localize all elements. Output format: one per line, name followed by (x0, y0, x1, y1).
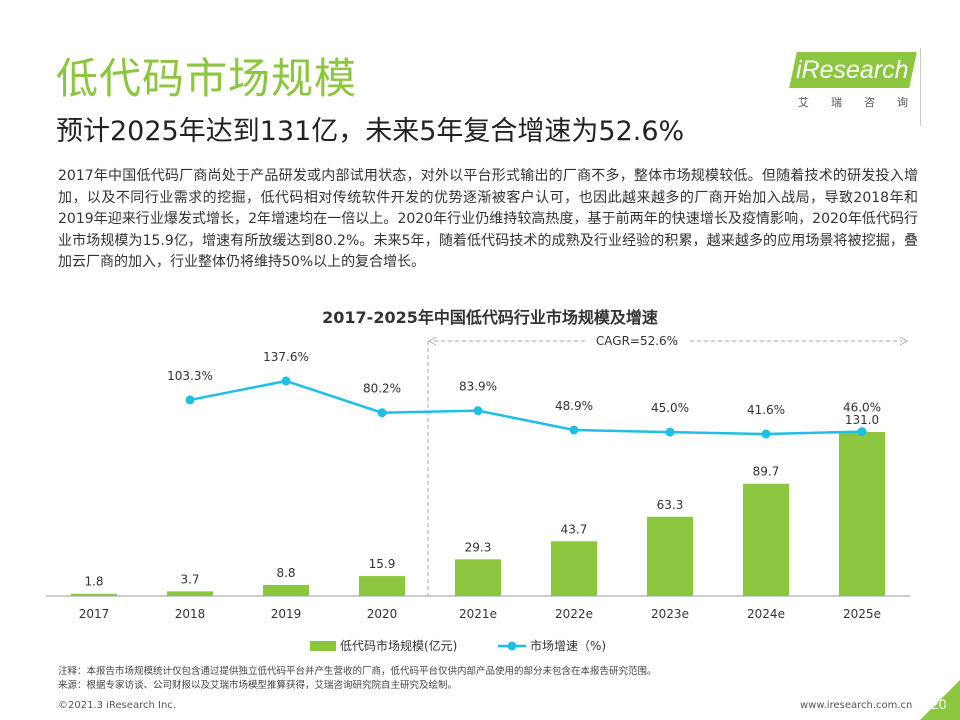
growth-point-2025e (857, 427, 867, 437)
bar-2025e (839, 432, 885, 596)
x-tick-2024e: 2024e (747, 607, 785, 621)
growth-point-2018 (185, 395, 195, 405)
bar-label-2017: 1.8 (84, 575, 103, 589)
chart-title: 2017-2025年中国低代码行业市场规模及增速 (322, 308, 658, 327)
growth-label-2024e: 41.6% (747, 403, 785, 417)
bar-2024e (743, 483, 789, 596)
logo: iResearch (796, 56, 909, 84)
divider (920, 48, 921, 126)
growth-label-2020: 80.2% (363, 382, 401, 396)
growth-label-2021e: 83.9% (459, 380, 497, 394)
growth-point-2020 (377, 408, 387, 418)
growth-label-2023e: 45.0% (651, 401, 689, 415)
footnotes: 注释：本报告市场规模统计仅包含通过提供独立低代码平台并产生营收的厂商，低代码平台… (58, 665, 657, 693)
x-tick-2021e: 2021e (459, 607, 497, 621)
growth-point-2023e (665, 427, 675, 437)
bar-2022e (551, 541, 597, 596)
bar-label-2020: 15.9 (369, 557, 396, 571)
logo-subtitle: 艾瑞咨询 (798, 96, 930, 109)
cagr-label: CAGR=52.6% (596, 334, 678, 348)
x-tick-2018: 2018 (175, 607, 206, 621)
growth-point-2022e (569, 425, 579, 435)
bar-label-2023e: 63.3 (657, 498, 684, 512)
growth-label-2025e: 46.0% (843, 401, 881, 415)
page-subtitle: 预计2025年达到131亿，未来5年复合增速为52.6% (56, 116, 685, 147)
x-tick-2019: 2019 (271, 607, 302, 621)
bar-2018 (167, 591, 213, 596)
growth-label-2018: 103.3% (167, 369, 213, 383)
legend-line-label: 市场增速（%) (530, 638, 606, 653)
bar-2017 (71, 593, 117, 596)
bar-label-2019: 8.8 (276, 566, 295, 580)
bar-label-2018: 3.7 (180, 572, 199, 586)
x-tick-2020: 2020 (367, 607, 398, 621)
x-tick-2017: 2017 (79, 607, 110, 621)
bar-label-2025e: 131.0 (845, 413, 879, 427)
copyright: ©2021.3 iResearch Inc. (58, 700, 176, 711)
bar-2020 (359, 576, 405, 596)
x-tick-2025e: 2025e (843, 607, 881, 621)
body-paragraph: 2017年中国低代码厂商尚处于产品研发或内部试用状态，对外以平台形式输出的厂商不… (58, 168, 918, 270)
growth-point-2021e (473, 406, 483, 416)
growth-point-2024e (761, 429, 771, 439)
page-title: 低代码市场规模 (56, 54, 358, 103)
bar-2023e (647, 516, 693, 596)
page-number-background (920, 680, 960, 720)
growth-label-2022e: 48.9% (555, 399, 593, 413)
bar-2021e (455, 559, 501, 596)
cagr-arrow-head-right (899, 336, 909, 346)
page-number: 20 (931, 696, 947, 712)
bar-2019 (263, 584, 309, 596)
growth-label-2019: 137.6% (263, 350, 309, 364)
legend-bar-swatch (310, 641, 336, 651)
growth-point-2019 (281, 376, 291, 386)
x-tick-2022e: 2022e (555, 607, 593, 621)
bar-label-2022e: 43.7 (561, 522, 588, 536)
growth-line (189, 379, 863, 436)
note-text: 注释：本报告市场规模统计仅包含通过提供独立低代码平台并产生营收的厂商，低代码平台… (58, 666, 657, 677)
bar-label-2021e: 29.3 (465, 540, 492, 554)
legend-bar-label: 低代码市场规模(亿元) (340, 638, 457, 653)
cagr-arrow-head-left (427, 336, 437, 346)
source-text: 来源：根据专家访谈、公司财报以及艾瑞市场模型推算获得，艾瑞咨询研究院自主研究及绘… (58, 680, 458, 691)
bar-label-2024e: 89.7 (753, 465, 780, 479)
x-tick-2023e: 2023e (651, 607, 689, 621)
legend-line-marker (507, 641, 517, 651)
website-link[interactable]: www.iresearch.com.cn (800, 700, 913, 711)
